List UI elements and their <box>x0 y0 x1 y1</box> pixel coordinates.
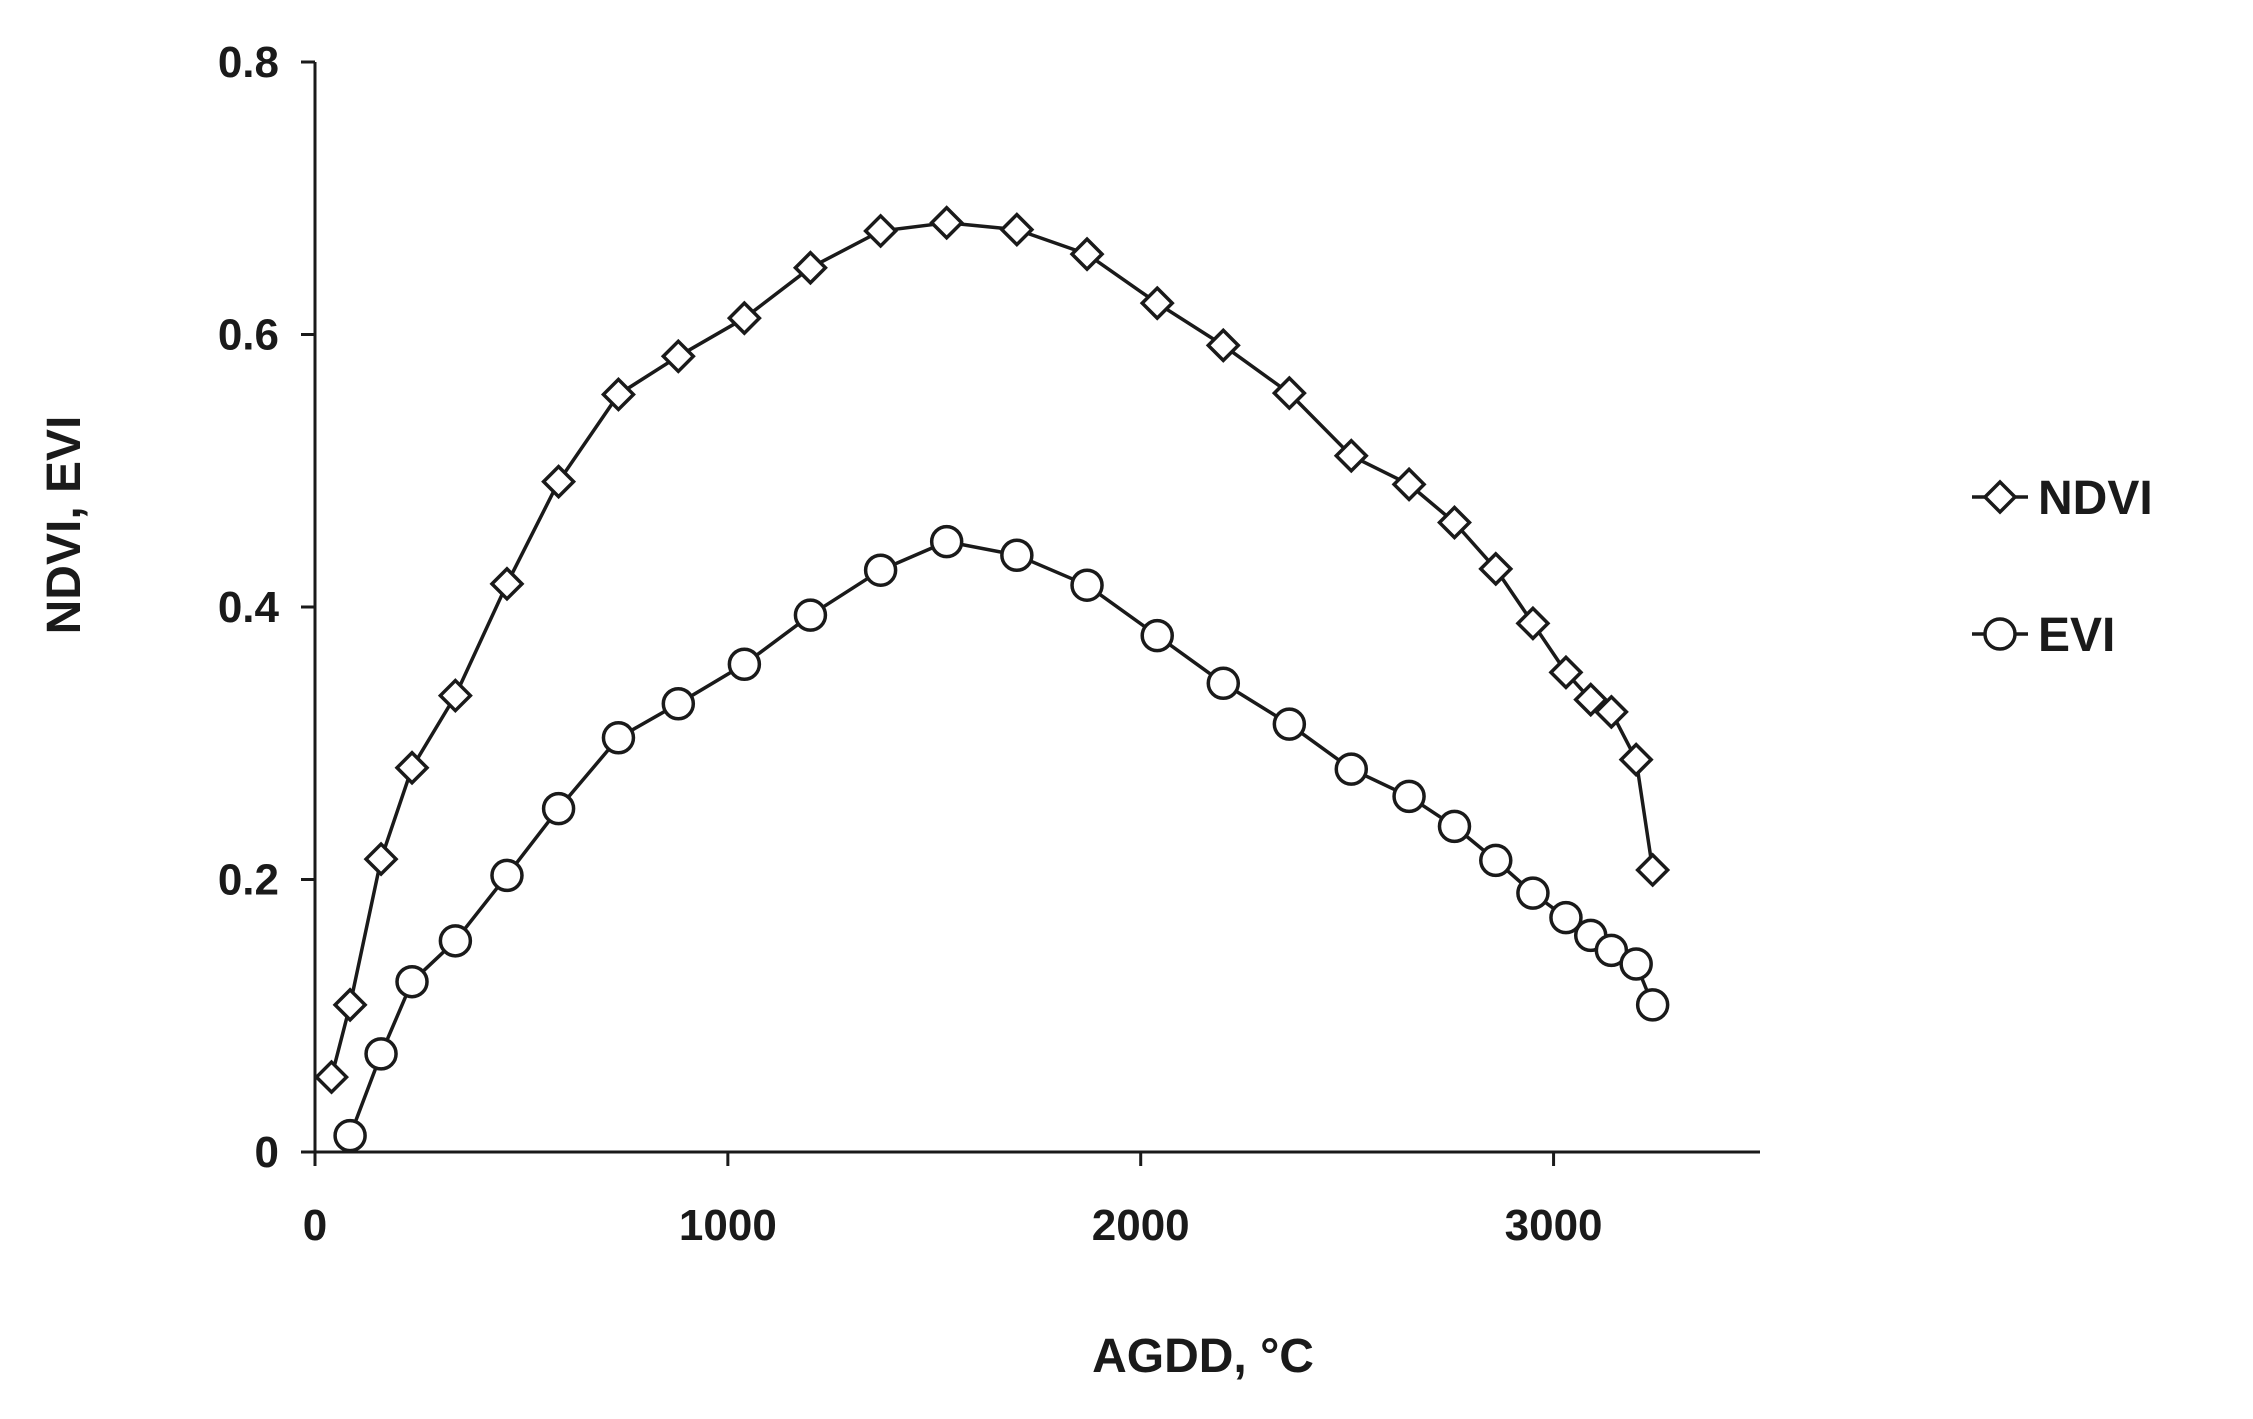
ndvi-point <box>1618 742 1654 778</box>
ndvi-point <box>394 750 430 786</box>
evi-point <box>541 791 576 826</box>
ndvi-point <box>1635 852 1671 888</box>
x-tick-label: 2000 <box>1092 1201 1190 1250</box>
ndvi-point <box>1271 375 1307 411</box>
evi-point <box>1000 538 1034 572</box>
evi-point <box>1516 876 1550 910</box>
evi-point <box>1070 568 1104 602</box>
y-tick-label: 0 <box>255 1128 279 1177</box>
series-evi <box>333 524 1670 1153</box>
ndvi-point <box>1593 694 1629 730</box>
ndvi-point <box>1333 438 1369 474</box>
ndvi-point <box>1573 682 1609 718</box>
ndvi-point <box>999 212 1035 248</box>
ndvi-point <box>726 300 762 336</box>
evi-point <box>1272 707 1307 741</box>
legend-label-evi: EVI <box>2038 609 2115 662</box>
series-layer <box>314 205 1671 1153</box>
legend-item-ndvi: NDVI <box>1972 472 2153 525</box>
evi-point <box>793 598 828 632</box>
evi-point <box>863 553 898 587</box>
evi-point <box>1479 843 1513 878</box>
ndvi-point <box>332 987 368 1023</box>
ndvi-point <box>541 464 577 500</box>
legend-marker-evi <box>1983 617 2017 651</box>
evi-point <box>929 524 964 559</box>
evi-point <box>1206 666 1241 701</box>
evi-point <box>1549 900 1583 935</box>
ndvi-point <box>437 678 473 714</box>
ndvi-point <box>363 841 399 877</box>
y-tick-label: 0.6 <box>218 311 279 360</box>
evi-point <box>395 964 429 999</box>
x-tick-label: 0 <box>303 1201 327 1250</box>
ndvi-point <box>1515 605 1551 641</box>
legend: NDVI EVI <box>1972 472 2153 662</box>
evi-point <box>661 686 696 721</box>
evi-point <box>1392 779 1426 814</box>
legend-marker-ndvi <box>1982 479 2018 515</box>
x-tick-label: 3000 <box>1505 1201 1603 1250</box>
evi-point <box>1619 947 1653 981</box>
ndvi-point <box>929 205 965 241</box>
ndvi-point <box>1548 654 1584 690</box>
ndvi-series-line <box>329 221 1655 1078</box>
y-tick-label: 0.8 <box>218 38 279 87</box>
evi-point <box>438 924 473 958</box>
evi-point <box>601 721 636 755</box>
legend-item-evi: EVI <box>1972 609 2115 662</box>
evi-point <box>1594 933 1629 968</box>
ndvi-point <box>1391 466 1427 502</box>
ndvi-point <box>489 566 525 602</box>
evi-point <box>364 1037 398 1071</box>
evi-point <box>727 647 762 681</box>
y-tick-label: 0.4 <box>218 583 280 632</box>
ndvi-point <box>660 338 696 374</box>
ndvi-point <box>1139 285 1175 321</box>
ndvi-point <box>314 1059 349 1095</box>
y-axis-title: NDVI, EVI <box>38 416 91 635</box>
evi-point <box>1437 809 1472 844</box>
evi-point <box>1635 988 1670 1022</box>
evi-point <box>490 858 524 893</box>
ndvi-point <box>1069 236 1105 272</box>
ndvi-point <box>792 250 828 286</box>
ndvi-point <box>1437 505 1472 540</box>
evi-point <box>333 1118 367 1153</box>
ndvi-point <box>600 376 636 412</box>
axes: 0 0.2 0.4 0.6 0.8 0 1000 2000 3000 <box>218 38 1760 1250</box>
evi-point <box>1140 618 1174 653</box>
legend-label-ndvi: NDVI <box>2038 472 2153 525</box>
series-ndvi <box>314 205 1671 1095</box>
y-tick-label: 0.2 <box>218 856 279 905</box>
x-tick-label: 1000 <box>679 1201 777 1250</box>
evi-point <box>1334 752 1369 786</box>
ndvi-point <box>1205 327 1241 363</box>
ndvi-point <box>863 213 899 249</box>
ndvi-point <box>1478 551 1514 587</box>
x-axis-title: AGDD, °C <box>1092 1330 1314 1383</box>
